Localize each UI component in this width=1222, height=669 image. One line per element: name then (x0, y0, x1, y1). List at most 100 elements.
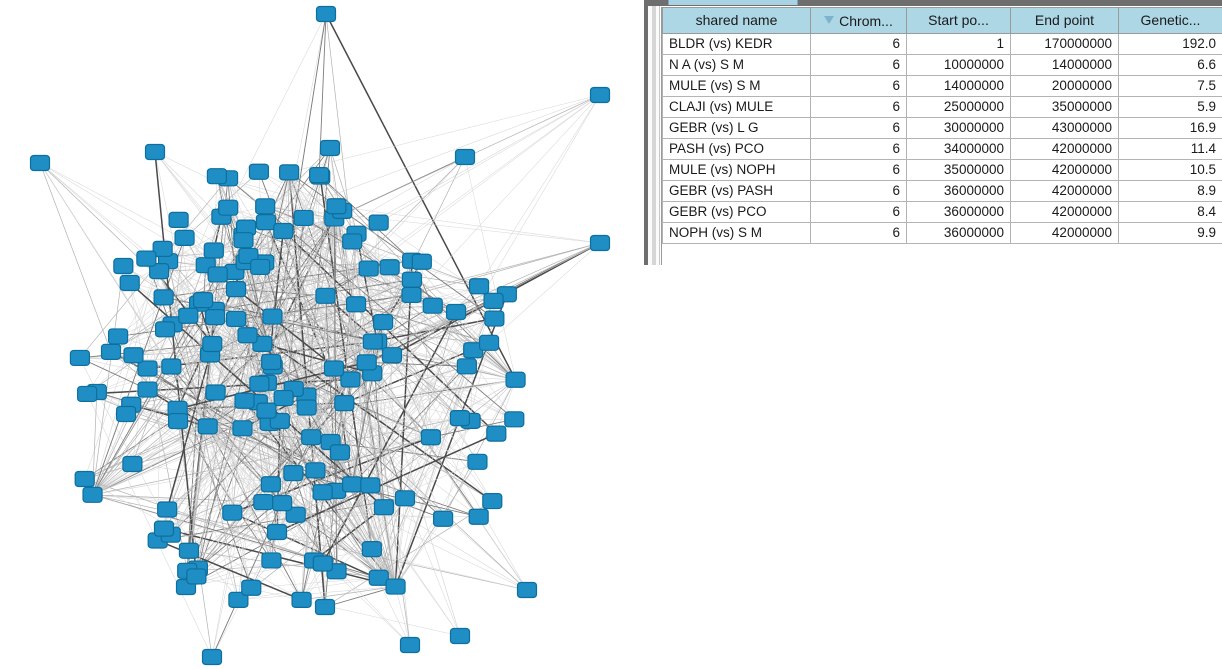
full-network-node[interactable] (256, 402, 277, 419)
table-cell-shared_name[interactable]: GEBR (vs) L G (662, 116, 811, 139)
edge-table-panel[interactable]: shared name Chrom... Start po... (640, 0, 1222, 268)
full-network-node[interactable] (356, 354, 377, 371)
full-network-node[interactable] (153, 520, 175, 537)
full-network-node[interactable] (360, 477, 381, 494)
full-network-node[interactable] (161, 358, 182, 375)
full-network-node[interactable] (167, 412, 189, 430)
full-network-node[interactable] (323, 360, 345, 377)
full-network-node[interactable] (157, 501, 178, 518)
full-network-node[interactable] (486, 425, 507, 442)
full-network-node[interactable] (237, 327, 258, 344)
full-network-node[interactable] (589, 234, 611, 252)
full-network-node[interactable] (250, 258, 271, 276)
table-cell-start_point[interactable]: 25000000 (906, 95, 1011, 118)
full-network-node[interactable] (225, 281, 247, 298)
table-cell-end_point[interactable]: 170000000 (1010, 32, 1119, 55)
full-network-node[interactable] (449, 627, 471, 645)
table-cell-genetic[interactable]: 10.5 (1118, 158, 1222, 181)
table-cell-shared_name[interactable]: CLAJI (vs) MULE (662, 95, 811, 118)
full-network-node[interactable] (122, 455, 143, 473)
full-network-node[interactable] (358, 260, 379, 277)
full-network-node[interactable] (482, 492, 503, 510)
table-cell-end_point[interactable]: 42000000 (1010, 179, 1119, 202)
table-cell-chromosome[interactable]: 6 (810, 200, 907, 223)
full-network-node[interactable] (144, 143, 166, 161)
table-cell-end_point[interactable]: 14000000 (1010, 53, 1119, 76)
table-row[interactable]: PASH (vs) PCO 6 34000000 42000000 11.4 (662, 137, 1222, 160)
full-network-node[interactable] (342, 476, 363, 493)
full-network-node[interactable] (69, 349, 91, 367)
full-network-node[interactable] (178, 307, 199, 324)
full-network-node[interactable] (137, 381, 158, 398)
edge-attribute-table[interactable]: shared name Chrom... Start po... (662, 8, 1222, 244)
column-header-chromosome[interactable]: Chrom... (810, 8, 907, 34)
full-network-node[interactable] (326, 198, 347, 215)
full-network-node[interactable] (589, 86, 611, 104)
table-cell-genetic[interactable]: 7.5 (1118, 74, 1222, 97)
table-row[interactable]: CLAJI (vs) MULE 6 25000000 35000000 5.9 (662, 95, 1222, 118)
full-network-node[interactable] (401, 286, 422, 304)
table-cell-shared_name[interactable]: BLDR (vs) KEDR (662, 32, 811, 55)
full-network-node[interactable] (505, 371, 526, 388)
full-network-node[interactable] (202, 335, 223, 353)
full-network-node[interactable] (468, 278, 490, 295)
table-body[interactable]: BLDR (vs) KEDR 6 1 170000000 192.0 N A (vs) S… (662, 32, 1222, 244)
full-network-node[interactable] (305, 462, 326, 479)
full-network-node[interactable] (253, 493, 274, 511)
table-cell-genetic[interactable]: 192.0 (1118, 32, 1222, 55)
table-cell-start_point[interactable]: 1 (906, 32, 1011, 55)
table-cell-genetic[interactable]: 5.9 (1118, 95, 1222, 118)
full-network-node[interactable] (241, 579, 262, 596)
full-network-node[interactable] (334, 395, 355, 412)
table-row[interactable]: NOPH (vs) S M 6 36000000 42000000 9.9 (662, 221, 1222, 244)
table-row[interactable]: MULE (vs) S M 6 14000000 20000000 7.5 (662, 74, 1222, 97)
full-network-node[interactable] (368, 214, 389, 231)
full-network-node[interactable] (345, 296, 367, 313)
full-network-node[interactable] (361, 540, 382, 558)
full-network-node[interactable] (373, 499, 395, 516)
full-network-node[interactable] (203, 242, 224, 259)
full-network-node[interactable] (233, 232, 254, 249)
full-network-node[interactable] (207, 266, 228, 283)
table-cell-end_point[interactable]: 42000000 (1010, 200, 1119, 223)
full-network-node[interactable] (232, 420, 253, 437)
full-network-node[interactable] (445, 303, 467, 321)
table-row[interactable]: BLDR (vs) KEDR 6 1 170000000 192.0 (662, 32, 1222, 55)
table-cell-genetic[interactable]: 8.4 (1118, 200, 1222, 223)
full-network-node[interactable] (296, 399, 317, 416)
full-network-node[interactable] (205, 384, 226, 401)
table-row[interactable]: N A (vs) S M 6 10000000 14000000 6.6 (662, 53, 1222, 76)
table-cell-chromosome[interactable]: 6 (810, 32, 907, 55)
full-network-node[interactable] (152, 240, 173, 257)
full-network-node[interactable] (478, 334, 500, 351)
table-cell-start_point[interactable]: 36000000 (906, 179, 1011, 202)
table-row[interactable]: GEBR (vs) L G 6 30000000 43000000 16.9 (662, 116, 1222, 139)
full-network-node[interactable] (342, 233, 363, 250)
table-cell-chromosome[interactable]: 6 (810, 179, 907, 202)
table-row[interactable]: MULE (vs) NOPH 6 35000000 42000000 10.5 (662, 158, 1222, 181)
table-cell-shared_name[interactable]: NOPH (vs) S M (662, 221, 811, 244)
full-network-node[interactable] (123, 347, 144, 364)
table-cell-end_point[interactable]: 20000000 (1010, 74, 1119, 97)
full-network-node[interactable] (315, 5, 337, 23)
full-network-node[interactable] (136, 250, 157, 267)
full-network-node[interactable] (312, 555, 333, 572)
table-cell-chromosome[interactable]: 6 (810, 158, 907, 181)
table-cell-end_point[interactable]: 35000000 (1010, 95, 1119, 118)
table-cell-chromosome[interactable]: 6 (810, 116, 907, 139)
full-network-node[interactable] (449, 410, 471, 427)
full-network-node[interactable] (186, 568, 207, 585)
full-network-node[interactable] (192, 291, 214, 309)
full-network-node[interactable] (261, 552, 282, 569)
full-network-node[interactable] (433, 510, 454, 527)
table-cell-end_point[interactable]: 43000000 (1010, 116, 1119, 139)
column-header-end-point[interactable]: End point (1010, 8, 1119, 34)
full-network-graph-panel[interactable] (0, 0, 640, 669)
table-cell-end_point[interactable]: 42000000 (1010, 158, 1119, 181)
full-network-node[interactable] (315, 287, 336, 304)
full-network-node[interactable] (467, 453, 488, 470)
full-network-node[interactable] (279, 164, 300, 181)
table-cell-start_point[interactable]: 10000000 (906, 53, 1011, 76)
full-network-node[interactable] (174, 229, 195, 246)
full-network-node[interactable] (319, 139, 341, 157)
